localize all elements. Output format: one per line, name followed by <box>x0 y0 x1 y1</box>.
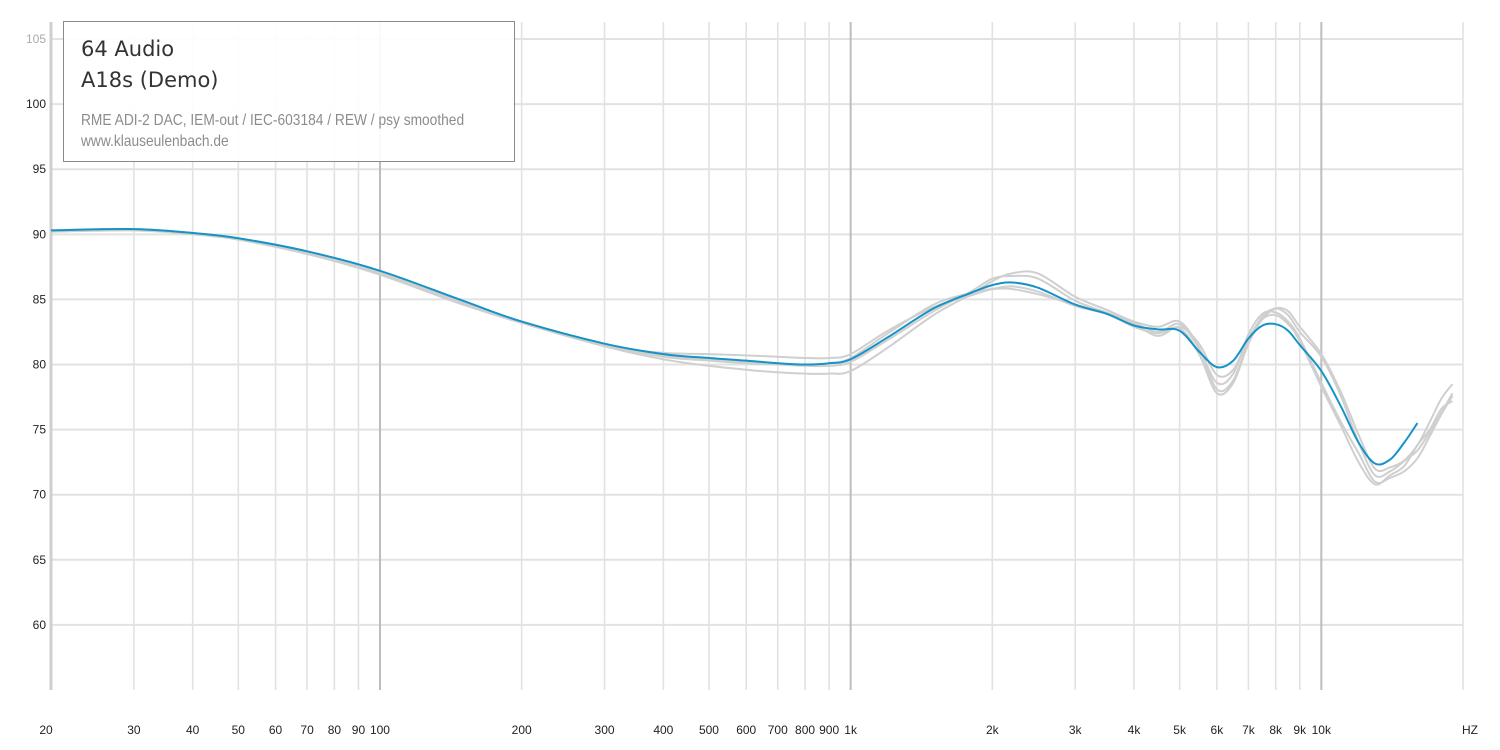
y-tick-label: 105 <box>26 32 46 46</box>
x-tick-label: 5k <box>1173 723 1187 737</box>
y-tick-label: 100 <box>26 97 46 111</box>
legend-box: 64 Audio A18s (Demo) RME ADI-2 DAC, IEM-… <box>63 21 515 162</box>
x-tick-label: 600 <box>736 723 756 737</box>
x-tick-label: 1k <box>844 723 858 737</box>
x-tick-label: 90 <box>352 723 366 737</box>
x-tick-label: 10k <box>1312 723 1332 737</box>
x-tick-label: 900 <box>819 723 839 737</box>
y-tick-label: 95 <box>33 162 47 176</box>
sample-curves <box>50 228 1454 486</box>
y-tick-label: 70 <box>33 488 47 502</box>
x-tick-label: 20 <box>39 723 53 737</box>
x-tick-label: 8k <box>1269 723 1283 737</box>
main-curve-line <box>50 228 1419 466</box>
y-tick-label: 80 <box>33 358 47 372</box>
x-tick-label: 300 <box>595 723 615 737</box>
legend-setup: RME ADI-2 DAC, IEM-out / IEC-603184 / RE… <box>81 112 465 129</box>
x-tick-label: 700 <box>768 723 788 737</box>
x-tick-label: 6k <box>1211 723 1225 737</box>
x-tick-label: 7k <box>1242 723 1256 737</box>
x-tick-label: 9k <box>1293 723 1307 737</box>
x-axis-labels: 20 30 40 50 60 70 80 90 100 200 300 400 500 600 700 800… <box>39 723 1478 737</box>
x-tick-label: 3k <box>1069 723 1083 737</box>
x-tick-label: 80 <box>328 723 342 737</box>
y-tick-label: 75 <box>33 423 47 437</box>
legend-brand: 64 Audio <box>81 37 175 61</box>
x-tick-label: 500 <box>699 723 719 737</box>
x-tick-label: 100 <box>370 723 390 737</box>
y-tick-label: 90 <box>33 227 47 241</box>
x-tick-label: 60 <box>269 723 283 737</box>
x-tick-label: 800 <box>795 723 815 737</box>
x-tick-label: 30 <box>127 723 141 737</box>
x-tick-label: 400 <box>653 723 673 737</box>
legend-url: www.klauseulenbach.de <box>81 133 229 150</box>
x-tick-label: 40 <box>186 723 200 737</box>
x-tick-label: 50 <box>232 723 246 737</box>
y-tick-label: 85 <box>33 292 47 306</box>
y-tick-label: 60 <box>33 618 47 632</box>
x-tick-label: 4k <box>1128 723 1142 737</box>
y-tick-label: 65 <box>33 553 47 567</box>
legend-model: A18s (Demo) <box>81 68 219 92</box>
x-tick-label: 70 <box>300 723 314 737</box>
sample-curve-line <box>50 229 1454 485</box>
x-tick-label: 200 <box>512 723 532 737</box>
main-curve-group <box>50 228 1419 466</box>
x-tick-label: 2k <box>986 723 1000 737</box>
y-axis-labels: 60 65 70 75 80 85 90 95 100 105 <box>26 32 46 632</box>
x-unit-label: HZ <box>1462 723 1478 737</box>
